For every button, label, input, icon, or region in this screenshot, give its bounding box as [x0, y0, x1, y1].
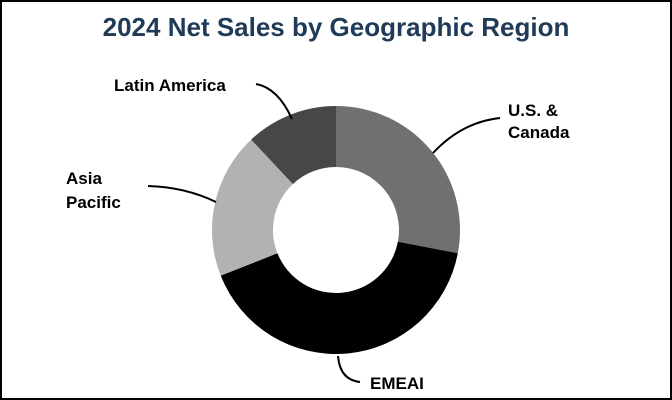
leader-line-emeai [337, 355, 361, 383]
slice-emeai [220, 241, 458, 354]
label-us-canada: U.S. & Canada [508, 101, 570, 142]
slice-latin-america [251, 106, 336, 185]
chart-title: 2024 Net Sales by Geographic Region [102, 12, 570, 42]
donut-slices [212, 106, 460, 354]
leader-line-asia-pacific [147, 185, 217, 203]
label-asia-pacific: Asia Pacific [66, 169, 121, 212]
label-emeai: EMEAI [370, 374, 424, 393]
label-latin-america: Latin America [114, 76, 226, 95]
leader-line-us-canada [432, 117, 501, 154]
slice-asia-pacific [212, 139, 293, 276]
leader-line-latin-america [255, 83, 293, 120]
slice-us-canada [336, 106, 460, 254]
